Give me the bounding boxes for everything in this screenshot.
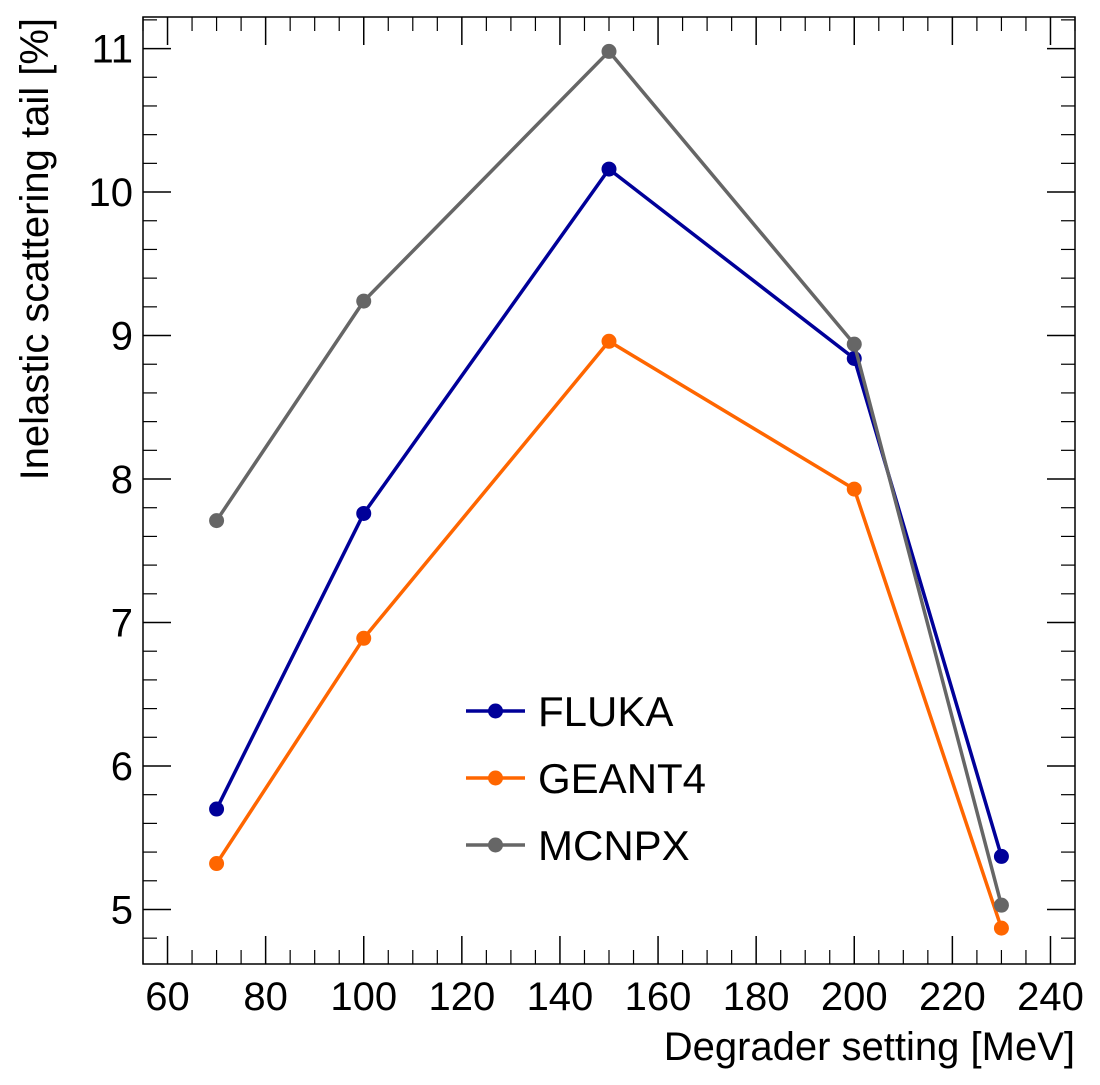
x-tick-label: 240 (1017, 975, 1084, 1019)
data-point-mcnpx (846, 336, 862, 352)
legend-label-geant4: GEANT4 (538, 755, 706, 802)
x-tick-label: 200 (821, 975, 888, 1019)
data-point-geant4 (356, 630, 372, 646)
data-point-mcnpx (209, 513, 225, 529)
x-tick-label: 140 (527, 975, 594, 1019)
y-tick-label: 8 (111, 458, 133, 502)
x-tick-label: 180 (723, 975, 790, 1019)
x-tick-label: 80 (243, 975, 288, 1019)
data-point-fluka (356, 505, 372, 521)
data-point-mcnpx (601, 43, 617, 59)
legend-marker-mcnpx (488, 837, 503, 853)
x-tick-label: 120 (428, 975, 495, 1019)
x-tick-label: 60 (145, 975, 190, 1019)
data-point-fluka (993, 848, 1009, 864)
series (209, 43, 1009, 936)
x-tick-label: 160 (625, 975, 692, 1019)
data-point-geant4 (209, 856, 225, 872)
data-point-geant4 (846, 481, 862, 497)
legend: FLUKA GEANT4 MCNPX (466, 688, 706, 869)
data-point-fluka (209, 801, 225, 817)
legend-label-fluka: FLUKA (538, 688, 673, 735)
data-point-geant4 (601, 333, 617, 349)
y-tick-label: 5 (111, 888, 133, 932)
x-tick-label: 100 (330, 975, 397, 1019)
axes: 60 80 100 120 140 160 180 200 220 240 5 6 7 8 9 10 11 (89, 17, 1084, 1019)
data-point-mcnpx (993, 897, 1009, 913)
series-line-fluka (215, 167, 1004, 857)
y-tick-label: 7 (111, 602, 133, 646)
y-axis-title: Inelastic scattering tail [%] (13, 18, 57, 480)
data-point-fluka (601, 161, 617, 177)
y-tick-label: 6 (111, 745, 133, 789)
legend-marker-geant4 (488, 770, 503, 786)
y-tick-label: 11 (91, 28, 133, 72)
legend-marker-fluka (488, 703, 503, 719)
y-tick-label: 10 (89, 171, 134, 215)
legend-label-mcnpx: MCNPX (538, 822, 690, 869)
data-point-mcnpx (356, 293, 372, 309)
x-tick-label: 220 (919, 975, 986, 1019)
data-point-geant4 (993, 920, 1009, 936)
y-tick-label: 9 (111, 315, 133, 359)
x-axis-title: Degrader setting [MeV] (664, 1025, 1075, 1069)
